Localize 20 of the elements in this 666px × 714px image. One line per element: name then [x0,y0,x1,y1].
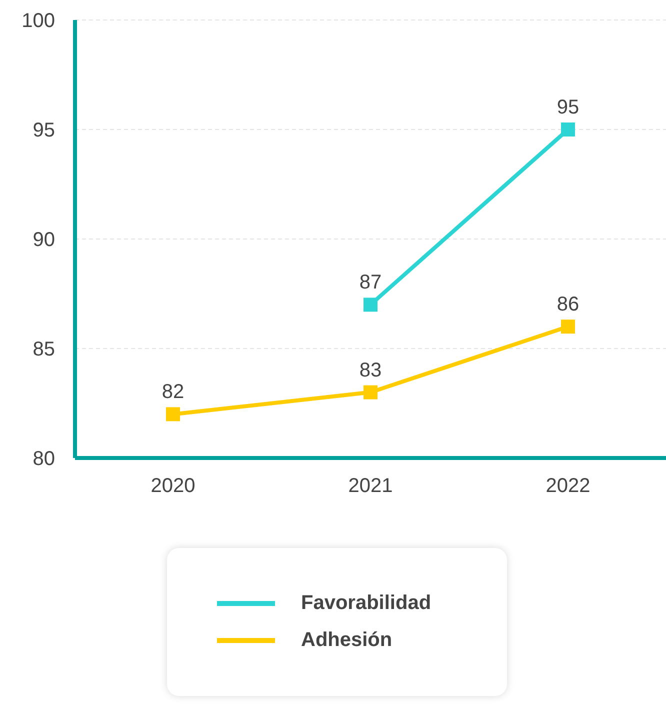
point [364,385,378,400]
data-label: 83 [359,359,382,382]
y-tick-label: 80 [32,448,55,470]
data-label: 95 [556,96,580,118]
point [364,298,378,312]
x-tick-label: 2020 [150,475,196,498]
legend-label: Adhesión [301,629,392,652]
point [561,320,575,334]
point [166,407,180,422]
data-label: 87 [359,272,382,294]
data-label: 82 [162,381,184,404]
y-tick-label: 95 [32,120,55,142]
y-tick-label: 90 [32,229,55,252]
y-tick-label: 100 [22,10,55,32]
point [561,122,575,136]
x-tick-label: 2021 [348,475,393,498]
data-label: 86 [556,294,580,316]
y-tick-label: 85 [32,338,55,361]
legend-label: Favorabilidad [301,592,432,615]
x-tick-label: 2022 [546,475,590,498]
